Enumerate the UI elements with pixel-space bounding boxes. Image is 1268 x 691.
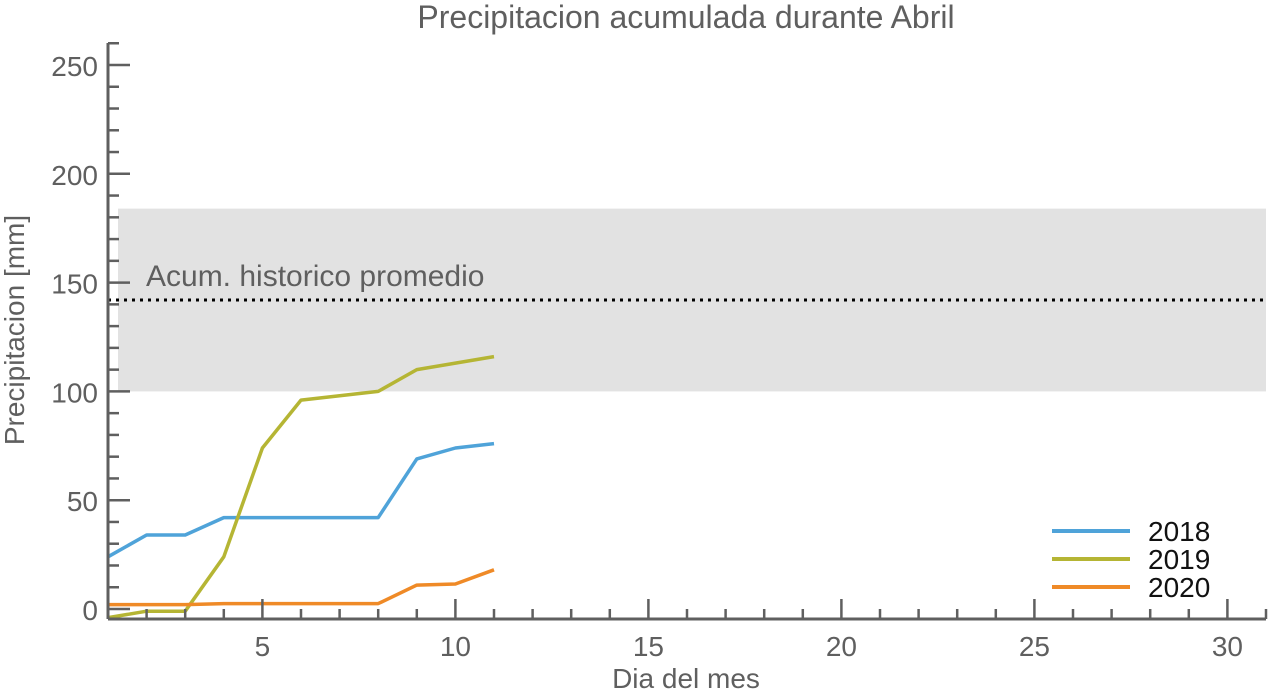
y-axis-label: Precipitacion [mm] — [0, 215, 30, 445]
legend-label-2020: 2020 — [1148, 572, 1210, 603]
x-tick-label: 25 — [1019, 631, 1050, 662]
series-layer — [108, 354, 495, 620]
x-tick-label: 20 — [826, 631, 857, 662]
x-tick-label: 30 — [1212, 631, 1243, 662]
historical-mean-label: Acum. historico promedio — [146, 260, 484, 293]
y-tick-label: 250 — [51, 51, 98, 82]
x-tick-label: 5 — [255, 631, 271, 662]
series-line-2018 — [108, 441, 495, 559]
series-line-2020 — [108, 568, 495, 607]
x-tick-label: 10 — [440, 631, 471, 662]
y-tick-label: 100 — [51, 377, 98, 408]
legend-label-2018: 2018 — [1148, 516, 1210, 547]
x-axis-label: Dia del mes — [612, 663, 760, 691]
y-tick-label: 50 — [67, 486, 98, 517]
y-tick-label: 0 — [82, 595, 98, 626]
legend-label-2019: 2019 — [1148, 544, 1210, 575]
y-tick-label: 200 — [51, 160, 98, 191]
axes: 0 50 100 150 200 250 5 10 15 20 25 30 — [51, 41, 1268, 662]
x-tick-label: 15 — [633, 631, 664, 662]
series-line-2019 — [108, 354, 495, 620]
chart-title: Precipitacion acumulada durante Abril — [417, 0, 954, 35]
y-tick-label: 150 — [51, 269, 98, 300]
